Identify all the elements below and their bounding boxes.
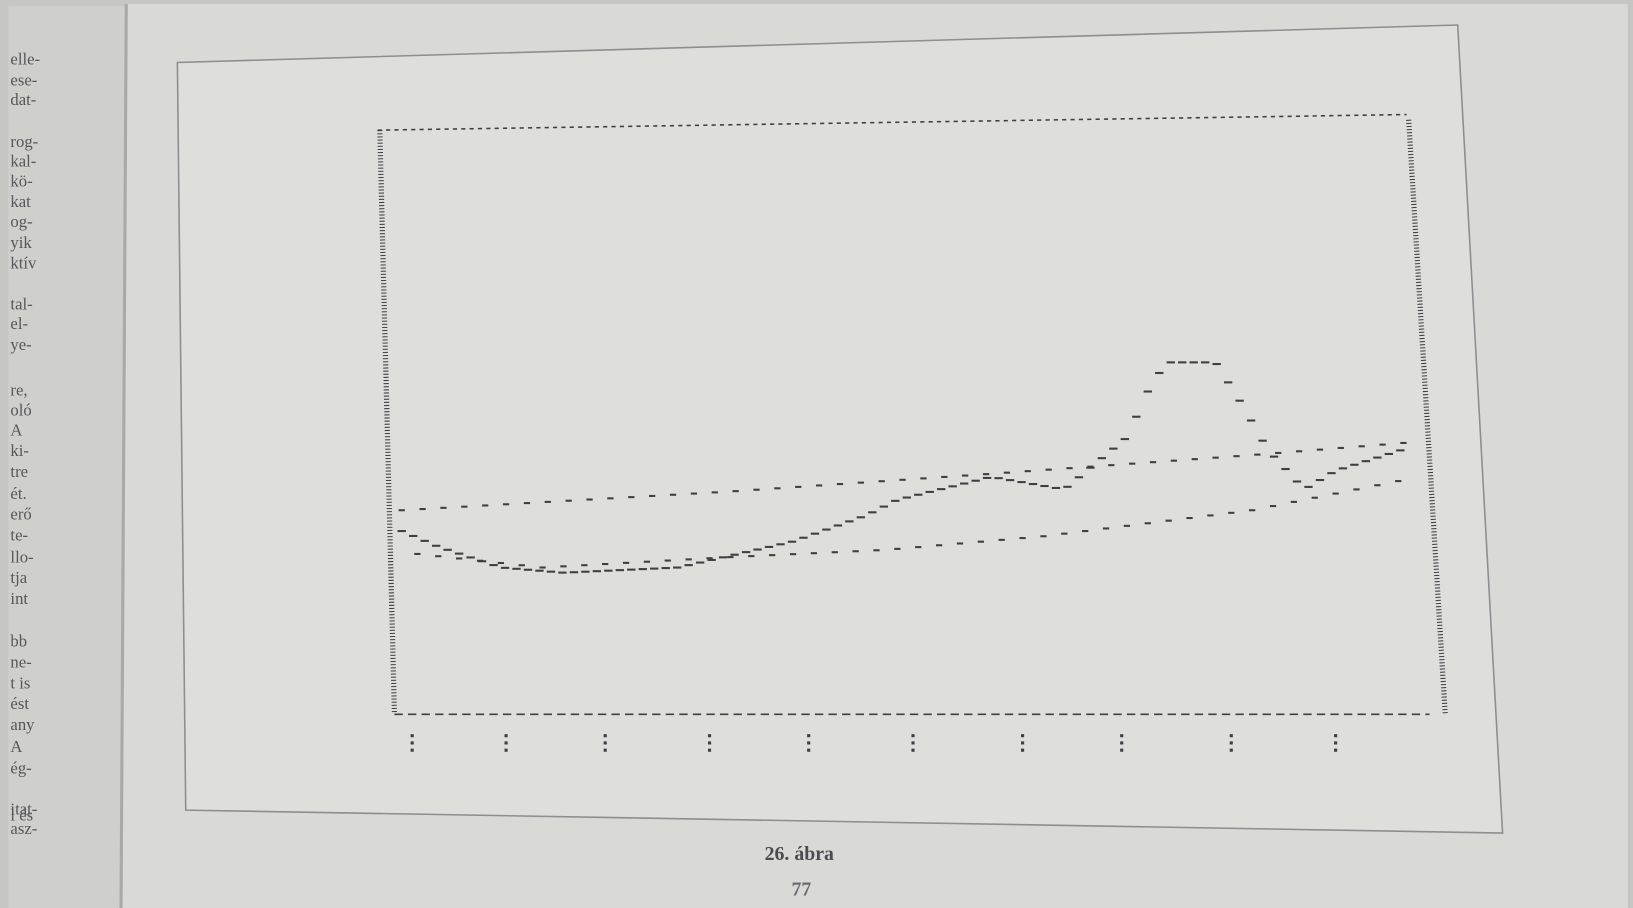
margin-word: ese- (10, 70, 37, 89)
margin-word: ne- (10, 652, 31, 671)
margin-word: any (10, 715, 35, 734)
margin-word: ktív (10, 254, 37, 273)
margin-word: el- (10, 314, 28, 333)
margin-word: ést (10, 694, 29, 713)
margin-word: tre (10, 462, 28, 481)
margin-word: og- (10, 212, 32, 231)
margin-word: oló (10, 400, 31, 419)
margin-word: kö- (10, 171, 32, 190)
margin-word: te- (10, 525, 28, 544)
figure-frame (177, 25, 1502, 833)
margin-word: dat- (10, 90, 36, 109)
margin-word: l és (10, 806, 33, 825)
margin-word: rog- (10, 132, 38, 151)
margin-word: yik (10, 233, 32, 252)
margin-word: llo- (10, 547, 33, 566)
margin-word: ye- (10, 335, 31, 354)
margin-word: A (10, 420, 22, 439)
margin-word: tja (10, 568, 27, 587)
margin-word: erő (10, 505, 31, 524)
margin-word: bb (10, 632, 27, 651)
margin-word: elle- (10, 50, 40, 69)
margin-word: int (10, 589, 28, 608)
margin-word: ét. (10, 484, 26, 503)
margin-word: kat (10, 192, 31, 211)
figure-caption: 26. ábra (765, 843, 834, 865)
margin-word: t is (10, 673, 30, 692)
page-number: 77 (791, 879, 811, 901)
photo: 26. ábra 77 elle-ese-dat-rog-kal-kö-kato… (0, 0, 1633, 908)
margin-word: ég- (10, 759, 31, 778)
page: {"margin_text": ["elle-", "ese-", "dat-"… (0, 0, 1633, 908)
margin-word: ki- (10, 441, 29, 460)
margin-word: tal- (10, 294, 32, 313)
margin-word: kal- (10, 152, 36, 171)
margin-word: A (10, 737, 22, 756)
margin-word: re, (10, 381, 27, 400)
